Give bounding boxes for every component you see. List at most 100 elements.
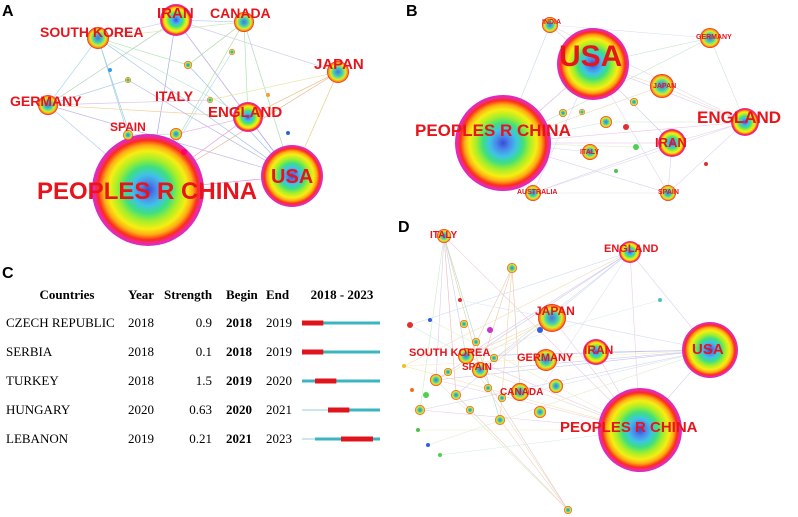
node-d-minor [426, 443, 430, 447]
node-a-minor [181, 149, 187, 155]
timeline-inactive-segment [302, 437, 315, 440]
label-d-spain: SPAIN [462, 362, 492, 373]
cell-end: 2021 [266, 401, 292, 417]
label-d-iran: IRAN [584, 343, 613, 357]
cell-strength: 0.1 [195, 343, 212, 359]
burst-timeline [302, 407, 380, 412]
burst-table-panel: Countries Year Strength Begin End 2018 -… [0, 282, 392, 453]
panel-a-nodes [38, 4, 349, 246]
node-d-minor [484, 384, 492, 392]
burst-timeline [302, 436, 380, 441]
label-d-italy: ITALY [430, 230, 458, 241]
node-d-minor [564, 506, 572, 514]
node-a-germany [38, 95, 58, 115]
node-d-germany [535, 349, 557, 371]
label-a-germany: GERMANY [10, 93, 82, 109]
label-b-usa: USA [559, 40, 622, 73]
node-d-minor [487, 327, 493, 333]
node-a-canada [234, 12, 254, 32]
node-d-usa [682, 322, 738, 378]
header-end: End [266, 287, 290, 302]
node-a-iran [160, 4, 192, 36]
cell-burst-bar [300, 337, 384, 366]
node-a-minor [184, 61, 192, 69]
panel-b-nodes [455, 17, 759, 201]
node-d-italy [437, 229, 451, 243]
node-b-minor [579, 109, 585, 115]
node-d-minor [415, 405, 425, 415]
node-a-minor [125, 77, 131, 83]
panel-d-nodes [402, 229, 738, 514]
node-d-minor [490, 354, 498, 362]
burst-timeline [302, 378, 380, 383]
node-d-england [619, 241, 641, 263]
label-b-india: INDIA [542, 19, 561, 26]
node-d-minor [472, 338, 480, 346]
node-a-minor [207, 97, 213, 103]
cell-end: 2020 [266, 372, 292, 388]
cell-strength: 0.9 [195, 314, 212, 330]
burst-timeline [302, 320, 380, 325]
table-row: CZECH REPUBLIC 2018 0.9 2018 2019 [0, 308, 384, 337]
node-b-minor [630, 98, 638, 106]
timeline-burst-segment [341, 436, 373, 441]
cell-year: 2018 [128, 372, 154, 388]
node-a-peoples-r-china [92, 134, 204, 246]
node-b-peoples-r-china [455, 95, 551, 191]
node-b-minor [600, 116, 612, 128]
cell-country: HUNGARY [6, 401, 71, 417]
cell-end: 2023 [266, 430, 292, 446]
node-d-minor [430, 374, 442, 386]
header-begin: Begin [226, 287, 258, 302]
table-row: LEBANON 2019 0.21 2021 2023 [0, 424, 384, 453]
label-b-iran: IRAN [655, 135, 687, 150]
node-d-minor [402, 364, 406, 368]
node-d-south-korea [458, 348, 474, 364]
node-d-minor [658, 298, 662, 302]
header-strength: Strength [164, 287, 213, 302]
node-d-minor [507, 263, 517, 273]
node-b-england [731, 108, 759, 136]
label-b-peoples-r-china: PEOPLES R CHINA [415, 121, 571, 140]
timeline-burst-segment [302, 320, 324, 325]
label-b-japan: JAPAN [653, 83, 676, 90]
node-a-italy [170, 128, 182, 140]
panel-d-network: D ITALY ENGLAND JAPAN SOUTH KOREA SPAIN … [398, 219, 738, 514]
timeline-active-segment [302, 379, 380, 382]
panel-a-labels: SOUTH KOREA IRAN CANADA JAPAN GERMANY IT… [10, 5, 364, 205]
cell-burst-bar [300, 395, 384, 424]
panel-c-letter: C [2, 265, 14, 282]
node-a-minor [108, 68, 112, 72]
table-row: SERBIA 2018 0.1 2018 2019 [0, 337, 384, 366]
panel-b-letter: B [406, 3, 418, 20]
node-a-south-korea [87, 27, 109, 49]
label-d-peoples-r-china: PEOPLES R CHINA [560, 419, 698, 436]
node-b-spain [660, 185, 676, 201]
label-d-england: ENGLAND [604, 243, 658, 255]
node-d-minor [537, 327, 543, 333]
node-d-minor [466, 406, 474, 414]
node-b-india [542, 17, 558, 33]
label-b-spain: SPAIN [658, 189, 679, 196]
timeline-active-segment [302, 350, 380, 353]
node-d-minor [428, 318, 432, 322]
cell-end: 2019 [266, 314, 292, 330]
node-b-minor [704, 162, 708, 166]
cell-strength: 0.21 [189, 430, 212, 446]
cell-begin: 2021 [226, 430, 252, 446]
node-d-minor [458, 298, 462, 302]
table-row: HUNGARY 2020 0.63 2020 2021 [0, 395, 384, 424]
label-d-canada: CANADA [500, 387, 543, 398]
node-b-italy [582, 144, 598, 160]
label-a-south-korea: SOUTH KOREA [40, 24, 143, 40]
cell-country: SERBIA [6, 343, 53, 359]
timeline-active-segment [328, 408, 380, 411]
node-d-minor [495, 415, 505, 425]
table-row: TURKEY 2018 1.5 2019 2020 [0, 366, 384, 395]
node-a-minor [229, 49, 235, 55]
node-b-usa [557, 28, 629, 100]
timeline-burst-segment [302, 349, 324, 354]
node-a-england [233, 102, 263, 132]
node-b-minor [614, 169, 618, 173]
